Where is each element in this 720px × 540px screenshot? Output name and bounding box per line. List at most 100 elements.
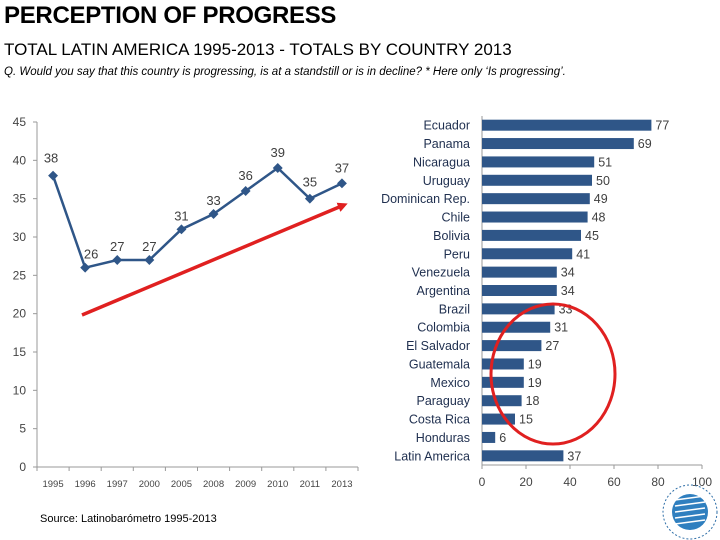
logo-stripe bbox=[674, 501, 706, 507]
bar bbox=[482, 174, 592, 186]
bar bbox=[482, 340, 542, 352]
bar-x-tick-label: 0 bbox=[479, 475, 486, 489]
bar bbox=[482, 395, 522, 407]
bar-x-tick-label: 20 bbox=[519, 475, 533, 489]
bar-category-label: Uruguay bbox=[423, 174, 471, 188]
latinobarometro-logo bbox=[662, 484, 718, 540]
bar bbox=[482, 266, 557, 278]
bar-x-tick-label: 60 bbox=[607, 475, 621, 489]
line-data-label: 31 bbox=[174, 208, 188, 223]
line-point bbox=[48, 170, 58, 181]
bar-value-label: 77 bbox=[655, 119, 669, 133]
bar-category-label: El Salvador bbox=[406, 339, 470, 353]
bar bbox=[482, 138, 634, 150]
line-y-tick-label: 40 bbox=[13, 153, 27, 167]
line-x-tick-label: 1997 bbox=[107, 479, 128, 490]
line-point bbox=[80, 262, 91, 273]
bar bbox=[482, 303, 555, 315]
bar bbox=[482, 248, 573, 260]
bar-value-label: 34 bbox=[561, 284, 575, 298]
line-point bbox=[112, 255, 123, 265]
line-x-tick-label: 1996 bbox=[75, 479, 96, 490]
bar-value-label: 6 bbox=[499, 431, 506, 445]
line-y-tick-label: 10 bbox=[13, 383, 27, 397]
bar-category-label: Mexico bbox=[430, 376, 470, 390]
line-point bbox=[240, 186, 251, 196]
logo-stripe bbox=[674, 513, 706, 519]
bar-x-tick-label: 40 bbox=[563, 475, 577, 489]
bar bbox=[482, 321, 551, 333]
line-x-tick-label: 2013 bbox=[331, 479, 352, 490]
bar-category-label: Guatemala bbox=[409, 357, 470, 371]
line-y-tick-label: 0 bbox=[19, 460, 26, 474]
bar-category-label: Ecuador bbox=[423, 119, 470, 133]
page-subtitle: TOTAL LATIN AMERICA 1995-2013 - TOTALS B… bbox=[4, 40, 512, 59]
bar-category-label: Peru bbox=[444, 247, 470, 261]
bar bbox=[482, 193, 590, 205]
source-note: Source: Latinobarómetro 1995-2013 bbox=[40, 513, 217, 525]
bar-category-label: Bolivia bbox=[433, 229, 470, 243]
bar bbox=[482, 229, 581, 241]
bar-value-label: 48 bbox=[592, 211, 606, 225]
line-x-tick-label: 2010 bbox=[267, 479, 288, 490]
bar-category-label: Dominican Rep. bbox=[381, 192, 470, 206]
bar-value-label: 49 bbox=[594, 192, 608, 206]
line-chart: 0 5 10 15 20 25 30 35 40 45 1995 1996 1997 2000 2005 20… bbox=[13, 115, 359, 490]
line-x-tick-label: 2009 bbox=[235, 479, 256, 490]
line-y-tick-label: 45 bbox=[13, 115, 27, 129]
line-x-tick-label: 2005 bbox=[171, 479, 192, 490]
bar-value-label: 31 bbox=[554, 321, 568, 335]
line-data-label: 33 bbox=[206, 193, 220, 208]
line-y-tick-label: 5 bbox=[19, 422, 26, 436]
line-x-tick-label: 1995 bbox=[42, 479, 63, 490]
bar-category-label: Colombia bbox=[417, 321, 470, 335]
line-point bbox=[304, 193, 315, 204]
bar-value-label: 37 bbox=[567, 449, 581, 463]
bar-category-label: Chile bbox=[442, 211, 471, 225]
page-title: PERCEPTION OF PROGRESS bbox=[4, 2, 337, 29]
bar-value-label: 18 bbox=[526, 394, 540, 408]
line-data-label: 27 bbox=[110, 239, 124, 254]
bar bbox=[482, 211, 588, 223]
bar bbox=[482, 450, 564, 462]
bar bbox=[482, 376, 524, 388]
line-data-label: 36 bbox=[238, 168, 252, 183]
bar-value-label: 27 bbox=[545, 339, 559, 353]
bar-value-label: 19 bbox=[528, 357, 542, 371]
line-data-label: 38 bbox=[44, 151, 58, 166]
line-point bbox=[272, 163, 283, 173]
bar-value-label: 50 bbox=[596, 174, 610, 188]
line-point bbox=[337, 178, 347, 189]
line-y-tick-label: 35 bbox=[13, 192, 27, 206]
bar-x-tick-label: 100 bbox=[692, 475, 712, 489]
line-data-label: 35 bbox=[303, 175, 317, 190]
line-y-tick-label: 30 bbox=[13, 230, 27, 244]
logo-stripe bbox=[674, 519, 706, 525]
line-data-label: 26 bbox=[84, 247, 98, 262]
bar bbox=[482, 358, 524, 370]
line-y-tick-label: 15 bbox=[13, 345, 27, 359]
bar-value-label: 45 bbox=[585, 229, 599, 243]
bar-value-label: 19 bbox=[528, 376, 542, 390]
bar-value-label: 34 bbox=[561, 266, 575, 280]
logo-stripe bbox=[674, 507, 706, 513]
bar-category-label: Latin America bbox=[394, 449, 470, 463]
bar-category-label: Argentina bbox=[416, 284, 470, 298]
highlight-ellipse bbox=[489, 302, 617, 446]
line-data-label: 37 bbox=[335, 160, 349, 175]
logo-stripe bbox=[674, 495, 706, 501]
line-x-tick-label: 2008 bbox=[203, 479, 224, 490]
bar-value-label: 51 bbox=[598, 155, 612, 169]
bar-x-tick-label: 80 bbox=[651, 475, 665, 489]
line-data-label: 27 bbox=[142, 239, 156, 254]
bar-value-label: 41 bbox=[576, 247, 590, 261]
line-x-tick-label: 2000 bbox=[139, 479, 160, 490]
bar-category-label: Nicaragua bbox=[413, 155, 470, 169]
line-y-tick-label: 25 bbox=[13, 268, 27, 282]
line-point bbox=[208, 209, 219, 219]
bar bbox=[482, 431, 496, 443]
bar bbox=[482, 285, 557, 296]
line-series bbox=[51, 166, 343, 270]
line-y-tick-label: 20 bbox=[13, 307, 27, 321]
bar-category-label: Honduras bbox=[416, 431, 470, 445]
